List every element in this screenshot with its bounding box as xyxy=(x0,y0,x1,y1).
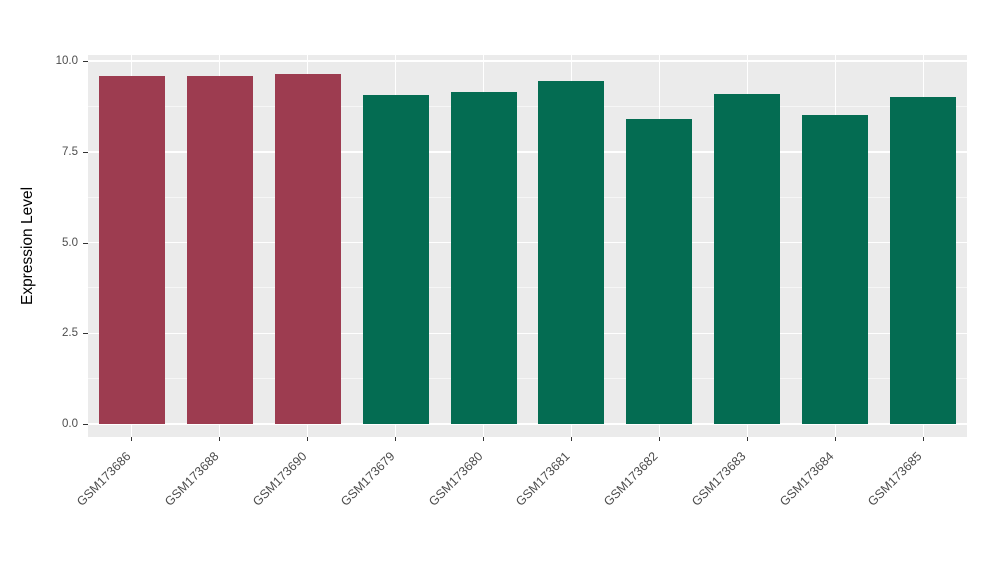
y-tick-mark xyxy=(83,151,88,153)
minor-gridline xyxy=(88,105,967,107)
major-gridline xyxy=(88,151,967,153)
major-gridline xyxy=(88,241,967,244)
y-tick-label: 0.0 xyxy=(62,418,78,430)
x-tick-label: GSM173685 xyxy=(865,449,925,509)
plot-panel xyxy=(88,55,967,437)
x-tick-mark xyxy=(834,437,836,441)
x-tick-label: GSM173690 xyxy=(249,449,310,509)
x-tick-mark xyxy=(219,437,221,441)
x-tick-mark xyxy=(131,437,133,441)
major-gridline xyxy=(88,332,967,334)
y-tick-label: 5.0 xyxy=(62,236,78,249)
minor-gridline xyxy=(88,287,967,289)
bar xyxy=(186,75,253,424)
y-tick-mark xyxy=(83,333,88,335)
y-tick-mark xyxy=(83,424,88,425)
x-tick-mark xyxy=(746,437,748,441)
x-tick-label: GSM173684 xyxy=(777,449,837,509)
bar xyxy=(714,93,781,424)
x-tick-mark xyxy=(570,437,572,441)
x-tick-label: GSM173682 xyxy=(601,449,661,509)
x-tick-mark xyxy=(307,437,309,441)
x-tick-label: GSM173683 xyxy=(689,449,749,509)
bar xyxy=(450,91,517,424)
bar xyxy=(890,97,956,424)
bar xyxy=(98,75,165,424)
minor-gridline xyxy=(88,196,967,198)
x-tick-mark xyxy=(658,437,660,441)
y-tick-mark xyxy=(83,242,88,244)
bar xyxy=(802,115,869,424)
y-tick-label: 10.0 xyxy=(55,55,78,67)
bar xyxy=(362,95,429,424)
x-tick-label: GSM173680 xyxy=(425,449,486,509)
x-tick-mark xyxy=(922,437,924,441)
major-gridline xyxy=(88,423,967,425)
major-gridline xyxy=(88,60,967,62)
y-tick-label: 2.5 xyxy=(62,327,78,340)
y-tick-mark xyxy=(83,61,88,62)
x-tick-label: GSM173686 xyxy=(74,449,134,509)
x-tick-mark xyxy=(395,437,397,441)
x-tick-label: GSM173681 xyxy=(513,449,574,509)
y-tick-label: 7.5 xyxy=(62,145,78,158)
minor-gridline xyxy=(88,378,967,380)
x-tick-mark xyxy=(483,437,485,441)
bar xyxy=(274,73,341,424)
bar xyxy=(538,80,605,424)
x-tick-label: GSM173679 xyxy=(337,449,398,509)
bar xyxy=(626,119,693,424)
x-tick-label: GSM173688 xyxy=(161,449,222,509)
